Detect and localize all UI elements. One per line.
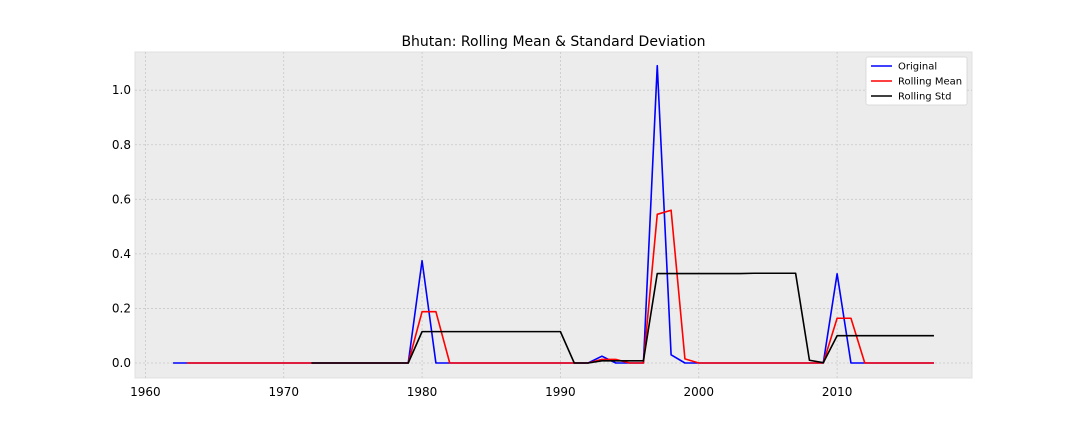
y-tick-label: 0.8 — [112, 138, 131, 152]
x-tick-label: 1960 — [130, 385, 161, 399]
y-axis: 0.0 0.2 0.4 0.6 0.8 1.0 — [112, 83, 131, 370]
y-tick-label: 0.0 — [112, 356, 131, 370]
legend-label: Rolling Std — [898, 92, 951, 103]
x-tick-label: 1990 — [545, 385, 576, 399]
legend-box — [865, 56, 968, 106]
plot-area — [134, 51, 973, 379]
legend-label: Original — [898, 62, 937, 73]
series-layer — [173, 64, 934, 364]
legend-label: Rolling Mean — [898, 77, 962, 88]
x-axis: 1960 1970 1980 1990 2000 2010 — [130, 385, 852, 399]
y-tick-label: 0.6 — [112, 192, 131, 206]
series-line-rolling-std — [311, 272, 934, 364]
x-tick-label: 1980 — [407, 385, 438, 399]
y-tick-label: 0.4 — [112, 247, 131, 261]
x-tick-label: 2010 — [822, 385, 853, 399]
x-tick-label: 2000 — [683, 385, 714, 399]
x-tick-label: 1970 — [268, 385, 299, 399]
legend: Original Rolling Mean Rolling Std — [865, 56, 968, 106]
chart-title: Bhutan: Rolling Mean & Standard Deviatio… — [401, 34, 705, 50]
y-tick-label: 1.0 — [112, 83, 131, 97]
y-tick-label: 0.2 — [112, 301, 131, 315]
